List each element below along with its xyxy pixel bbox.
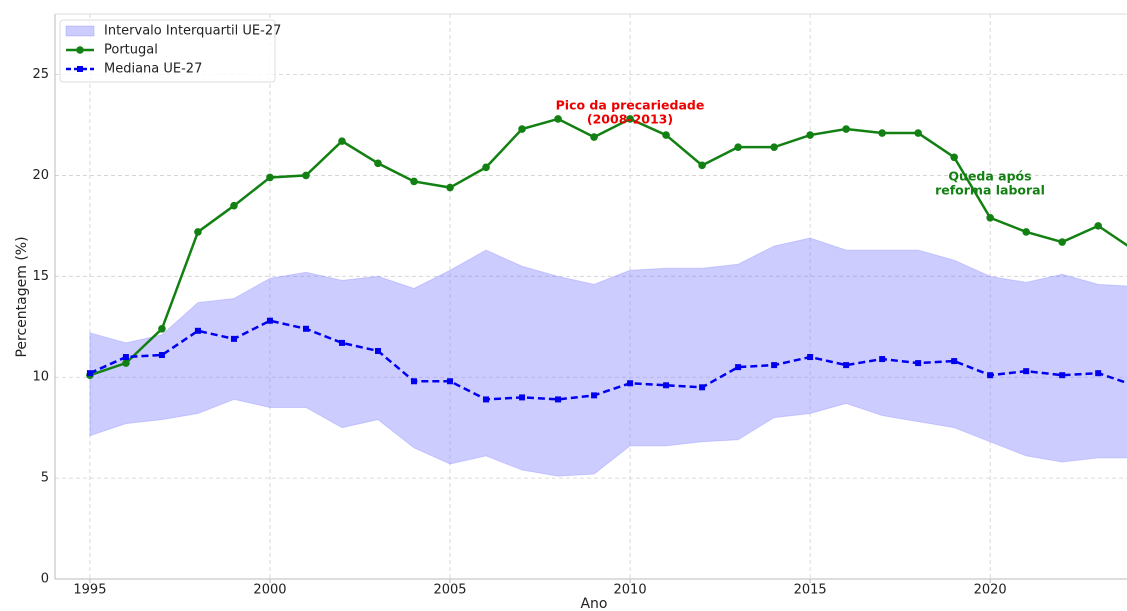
point [950, 153, 958, 162]
point [662, 131, 670, 139]
point [1059, 372, 1066, 379]
x-tick-label: 2000 [253, 583, 286, 598]
series-line [89, 117, 1127, 377]
point [555, 396, 562, 403]
point [158, 324, 166, 333]
point [914, 129, 922, 137]
y-tick-label: 10 [32, 370, 49, 385]
legend-marker [76, 46, 84, 54]
point [374, 159, 382, 168]
point [554, 115, 562, 123]
point [338, 339, 345, 346]
point [843, 362, 850, 369]
point [447, 378, 454, 385]
x-axis-label: Ano [580, 596, 607, 611]
point [518, 125, 526, 133]
point [446, 183, 454, 192]
point [699, 384, 706, 391]
point [735, 364, 742, 371]
y-tick-label: 25 [32, 67, 49, 82]
point [1095, 370, 1102, 377]
point [519, 394, 526, 401]
annotation: (2008-2013) [587, 112, 673, 127]
point [951, 358, 958, 365]
x-tick-label: 2020 [974, 583, 1007, 598]
legend-swatch [65, 25, 95, 37]
point [590, 133, 598, 141]
point [626, 115, 634, 123]
y-tick-label: 20 [32, 168, 49, 183]
point [483, 396, 490, 403]
point [842, 125, 850, 133]
point [879, 356, 886, 363]
iqr-band [89, 237, 1127, 477]
point [482, 163, 490, 172]
legend-label: Mediana UE-27 [104, 62, 202, 77]
legend-label: Portugal [104, 43, 158, 58]
y-tick-label: 0 [41, 572, 49, 587]
point [266, 173, 274, 182]
point [771, 362, 778, 369]
point [230, 335, 237, 342]
annotation: Pico da precariedade [556, 98, 705, 113]
annotation: reforma laboral [935, 183, 1045, 198]
point [302, 171, 310, 180]
y-tick-label: 15 [32, 269, 49, 284]
point [411, 378, 418, 385]
y-axis-label: Percentagem (%) [14, 236, 30, 357]
point [338, 137, 346, 145]
point [806, 131, 814, 139]
point [807, 354, 814, 361]
point [122, 359, 130, 367]
point [1058, 238, 1066, 246]
point [194, 228, 202, 236]
x-tick-label: 2005 [433, 583, 466, 598]
point [734, 143, 742, 151]
point [987, 372, 994, 379]
point [915, 360, 922, 367]
point [1023, 368, 1030, 375]
x-tick-label: 2015 [794, 583, 827, 598]
point [770, 143, 778, 151]
annotation: Queda após [948, 169, 1031, 184]
point [627, 380, 634, 387]
point [663, 382, 670, 389]
point [1022, 228, 1030, 236]
point [266, 317, 273, 324]
point [986, 214, 994, 222]
point [410, 177, 418, 186]
point [122, 354, 129, 361]
y-tick-label: 5 [41, 471, 49, 486]
x-tick-label: 2010 [614, 583, 647, 598]
legend-marker [77, 66, 83, 72]
point [375, 347, 382, 354]
point [698, 161, 706, 170]
legend-label: Intervalo Interquartil UE-27 [104, 24, 281, 39]
point [158, 352, 165, 359]
point [302, 325, 309, 332]
point [591, 392, 598, 399]
point [86, 370, 93, 377]
point [230, 201, 238, 210]
point [878, 129, 886, 137]
series-line [89, 319, 1127, 401]
point [194, 327, 201, 334]
legend-box [59, 19, 276, 83]
x-tick-label: 1995 [73, 583, 106, 598]
point [1094, 222, 1102, 230]
